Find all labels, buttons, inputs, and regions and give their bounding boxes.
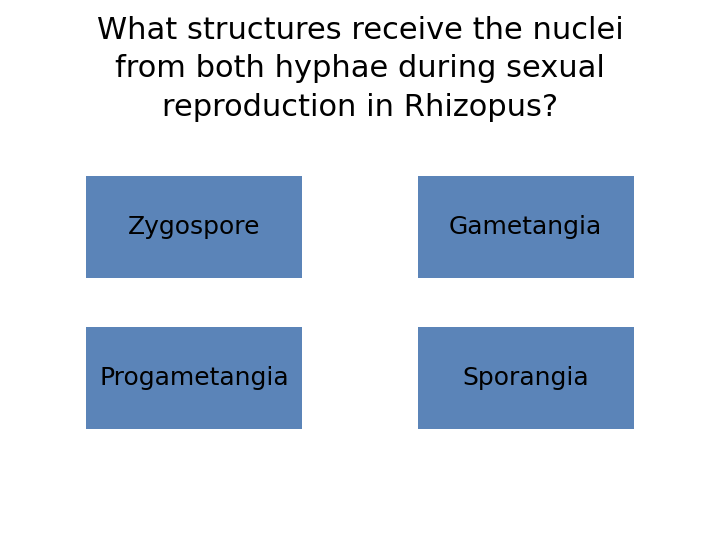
Text: What structures receive the nuclei
from both hyphae during sexual
reproduction i: What structures receive the nuclei from …: [96, 16, 624, 122]
Text: Progametangia: Progametangia: [99, 366, 289, 390]
Text: Gametangia: Gametangia: [449, 215, 602, 239]
Text: Zygospore: Zygospore: [128, 215, 261, 239]
Text: Sporangia: Sporangia: [462, 366, 589, 390]
